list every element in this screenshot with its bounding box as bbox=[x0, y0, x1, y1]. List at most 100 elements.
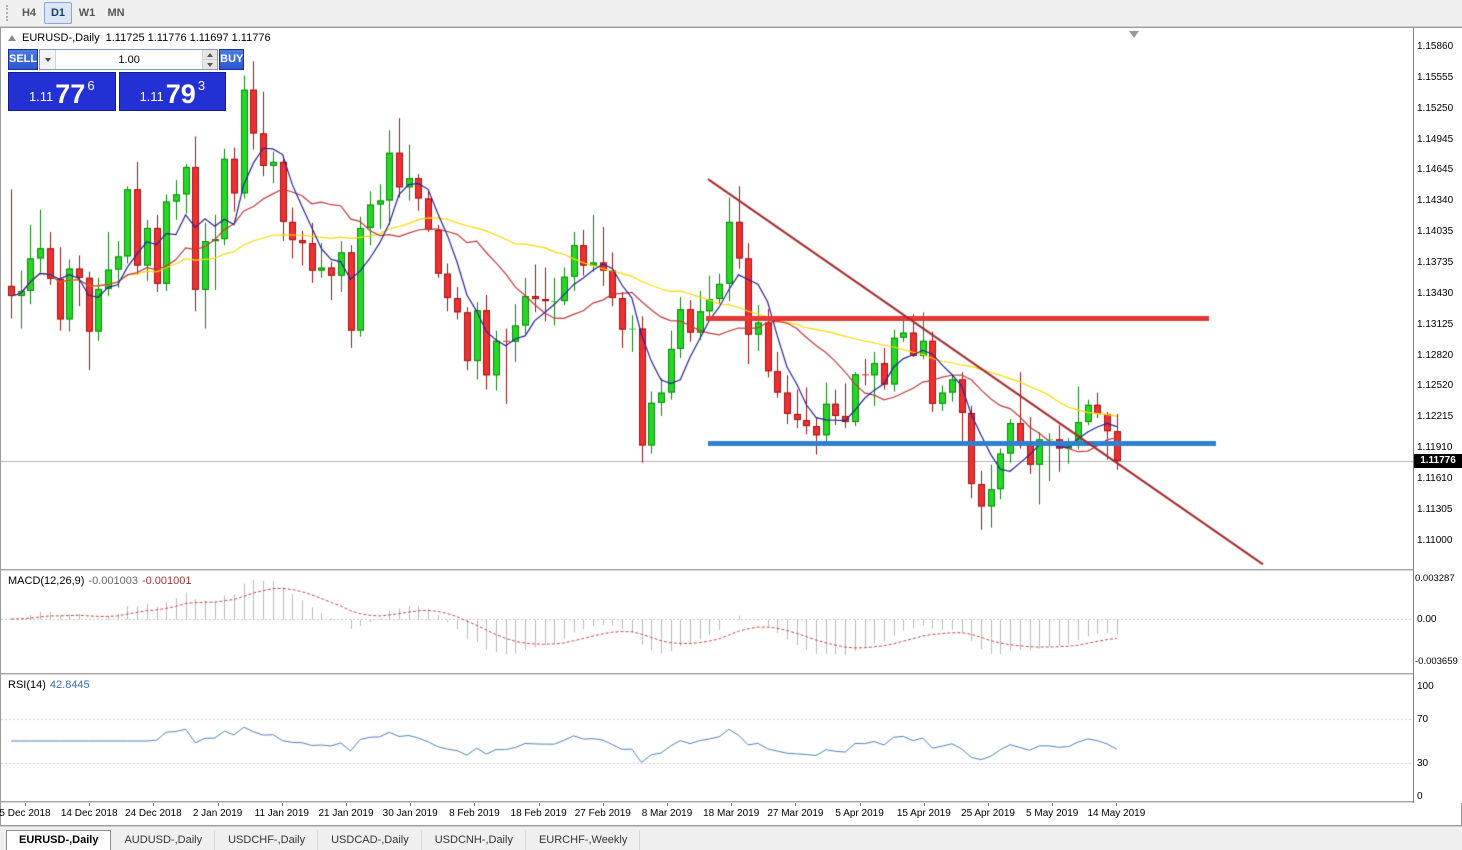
buy-button[interactable]: BUY bbox=[219, 49, 245, 70]
sell-price-figure: 1.11 bbox=[28, 89, 54, 104]
date-tick bbox=[410, 803, 412, 806]
date-axis-label: 21 Jan 2019 bbox=[318, 808, 374, 819]
sell-price-point: 6 bbox=[87, 78, 95, 93]
date-tick bbox=[281, 803, 283, 806]
date-axis-label: 27 Feb 2019 bbox=[574, 808, 631, 819]
date-axis-label: 27 Mar 2019 bbox=[767, 808, 824, 819]
timeframe-button-mn[interactable]: MN bbox=[107, 7, 125, 19]
rsi-label: RSI(14) 42.8445 bbox=[8, 679, 90, 691]
timeframe-button-d1[interactable]: D1 bbox=[44, 2, 72, 24]
rsi-axis-100: 100 bbox=[1417, 681, 1434, 692]
price-axis-label: 1.11910 bbox=[1417, 442, 1453, 454]
chart-tab-bar: EURUSD-,Daily AUDUSD-,Daily USDCHF-,Daily U… bbox=[0, 826, 1462, 850]
volume-spinner-down[interactable] bbox=[203, 59, 218, 69]
macd-axis-zero: 0.00 bbox=[1417, 614, 1437, 625]
date-tick bbox=[923, 803, 925, 806]
volume-control bbox=[39, 49, 219, 70]
chart-tab-usdchf-daily[interactable]: USDCHF-,Daily bbox=[215, 830, 319, 850]
price-axis-label: 1.14340 bbox=[1417, 195, 1454, 207]
date-tick bbox=[1116, 803, 1118, 806]
panel-splitter[interactable] bbox=[1, 569, 1461, 571]
spinner-up-icon bbox=[207, 52, 214, 57]
date-axis-label: 2 Jan 2019 bbox=[192, 808, 243, 819]
buy-price-figure: 1.11 bbox=[139, 89, 164, 104]
price-axis-label: 1.14035 bbox=[1417, 226, 1454, 238]
chart-ohlc-values: 1.11725 1.11776 1.11697 1.11776 bbox=[105, 32, 271, 44]
price-chart-pane: EURUSD-,Daily 1.11725 1.11776 1.11697 1.… bbox=[1, 28, 1413, 569]
volume-dropdown-button[interactable] bbox=[40, 50, 57, 69]
buy-price-point: 3 bbox=[197, 78, 206, 93]
date-axis-label: 8 Mar 2019 bbox=[641, 808, 693, 819]
toolbar-grip[interactable] bbox=[6, 5, 8, 21]
price-axis-label: 1.13430 bbox=[1417, 287, 1454, 299]
chevron-down-icon bbox=[44, 57, 51, 62]
chart-tab-eurusd-daily[interactable]: EURUSD-,Daily bbox=[6, 830, 112, 850]
buy-price-pips: 79 bbox=[165, 78, 196, 109]
date-tick bbox=[217, 803, 219, 806]
date-tick bbox=[602, 803, 604, 806]
sell-button[interactable]: SELL bbox=[8, 49, 39, 70]
chart-tab-eurchf-weekly[interactable]: EURCHF-,Weekly bbox=[526, 830, 641, 850]
sell-price-pips: 77 bbox=[55, 78, 86, 109]
date-axis-label: 5 May 2019 bbox=[1026, 808, 1079, 819]
date-tick bbox=[795, 803, 797, 806]
price-axis-label: 1.14945 bbox=[1417, 134, 1454, 145]
panel-splitter[interactable] bbox=[1, 801, 1461, 803]
price-axis-label: 1.12820 bbox=[1417, 349, 1454, 361]
price-axis[interactable]: 1.11776 0.003287 0.00 -0.003659 100 70 3… bbox=[1413, 28, 1462, 803]
panel-splitter[interactable] bbox=[1, 673, 1461, 675]
price-axis-label: 1.11610 bbox=[1417, 472, 1453, 484]
date-axis-label: 14 Dec 2018 bbox=[60, 808, 118, 819]
rsi-pane: RSI(14) 42.8445 bbox=[1, 675, 1413, 801]
timeframe-button-h4[interactable]: H4 bbox=[21, 7, 37, 19]
date-tick bbox=[667, 803, 668, 806]
date-tick bbox=[474, 803, 476, 806]
price-axis-label: 1.13735 bbox=[1417, 256, 1454, 268]
date-tick bbox=[538, 803, 540, 806]
price-axis-label: 1.12520 bbox=[1417, 380, 1454, 392]
date-axis-label: 30 Jan 2019 bbox=[382, 808, 438, 819]
macd-pane: MACD(12,26,9) -0.001003 -0.001001 bbox=[1, 571, 1413, 673]
sell-price-display[interactable]: 1.11 77 6 bbox=[8, 72, 116, 111]
price-axis-label: 1.14645 bbox=[1417, 164, 1454, 176]
volume-spinner-up[interactable] bbox=[203, 50, 218, 59]
date-axis-label: 25 Apr 2019 bbox=[961, 808, 1015, 819]
rsi-value: 42.8445 bbox=[49, 679, 90, 691]
date-axis-label: 15 Apr 2019 bbox=[896, 808, 951, 819]
chart-tab-usdcnh-daily[interactable]: USDCNH-,Daily bbox=[422, 830, 526, 850]
macd-axis-min: -0.003659 bbox=[1415, 656, 1458, 667]
price-chart-canvas[interactable] bbox=[1, 28, 1413, 569]
timeframes-toolbar-row: H4 D1 W1 MN bbox=[0, 0, 1462, 27]
date-axis-label: 18 Mar 2019 bbox=[703, 808, 760, 819]
price-axis-label: 1.15250 bbox=[1417, 103, 1454, 114]
chart-tab-audusd-daily[interactable]: AUDUSD-,Daily bbox=[111, 830, 216, 850]
current-price-badge: 1.11776 bbox=[1414, 454, 1462, 469]
buy-price-display[interactable]: 1.11 79 3 bbox=[118, 72, 226, 111]
date-tick bbox=[859, 803, 861, 806]
price-axis-label: 1.11000 bbox=[1417, 534, 1453, 546]
price-axis-label: 1.11305 bbox=[1417, 503, 1453, 515]
macd-name: MACD(12,26,9) bbox=[8, 575, 85, 587]
date-axis-label: 11 Jan 2019 bbox=[254, 808, 309, 819]
volume-input[interactable] bbox=[56, 50, 203, 69]
date-tick bbox=[1052, 803, 1054, 806]
macd-canvas[interactable] bbox=[1, 571, 1413, 673]
rsi-canvas[interactable] bbox=[1, 675, 1413, 801]
date-tick bbox=[25, 803, 26, 806]
chart-tab-usdcad-daily[interactable]: USDCAD-,Daily bbox=[318, 830, 422, 850]
date-axis[interactable]: 5 Dec 2018 14 Dec 2018 24 Dec 2018 2 Jan 20… bbox=[0, 803, 1461, 825]
date-axis-label: 5 Dec 2018 bbox=[0, 808, 51, 819]
date-tick bbox=[988, 803, 989, 806]
date-axis-label: 14 May 2019 bbox=[1087, 808, 1146, 819]
chart-symbol-period: EURUSD-,Daily bbox=[22, 32, 100, 44]
panel-toggle-icon[interactable] bbox=[8, 35, 16, 41]
timeframe-button-w1[interactable]: W1 bbox=[78, 7, 96, 19]
chart-shift-icon[interactable] bbox=[1129, 31, 1139, 38]
rsi-axis-30: 30 bbox=[1417, 758, 1429, 769]
macd-signal-value: -0.001001 bbox=[141, 575, 192, 587]
date-axis-label: 8 Feb 2019 bbox=[449, 808, 500, 819]
date-tick bbox=[153, 803, 155, 806]
macd-label: MACD(12,26,9) -0.001003 -0.001001 bbox=[8, 575, 192, 587]
chart-window: EURUSD-,Daily 1.11725 1.11776 1.11697 1.… bbox=[0, 27, 1462, 826]
symbol-info: EURUSD-,Daily 1.11725 1.11776 1.11697 1.… bbox=[8, 32, 271, 44]
